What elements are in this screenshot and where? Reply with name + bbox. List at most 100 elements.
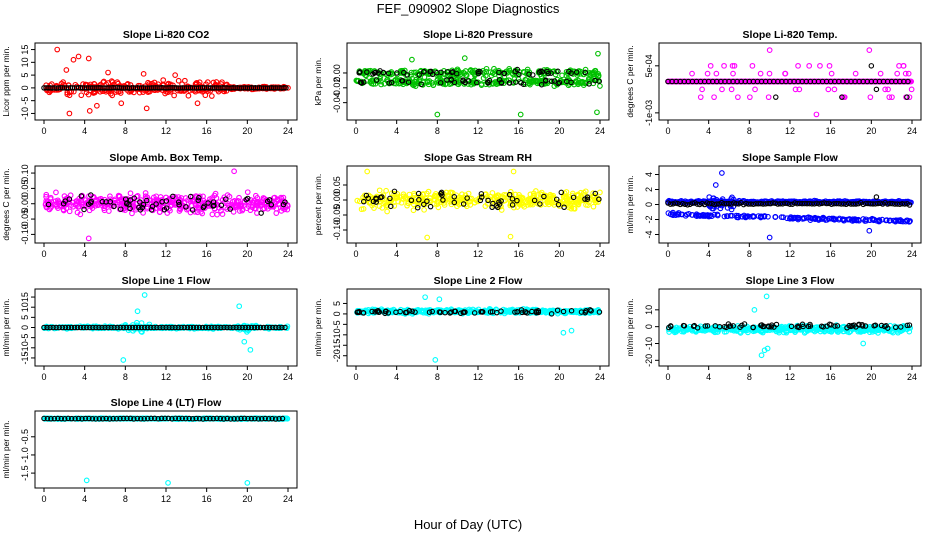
data-point-black: [175, 324, 181, 331]
data-point-black: [444, 69, 451, 75]
data-point: [908, 78, 915, 85]
data-point: [590, 69, 597, 76]
data-point: [576, 79, 582, 86]
data-point-black: [465, 78, 472, 84]
data-point: [574, 72, 581, 79]
data-point-black: [196, 324, 203, 331]
data-point-black: [873, 194, 880, 200]
data-point: [903, 217, 910, 224]
data-point: [493, 194, 500, 201]
data-point-black: [424, 198, 430, 205]
data-point: [150, 194, 157, 201]
data-point-black: [236, 324, 242, 331]
x-tick-label: 16: [514, 372, 524, 382]
data-point-black: [818, 323, 825, 329]
data-point-black: [460, 77, 466, 83]
x-tick-label: 20: [554, 372, 564, 382]
data-point: [420, 309, 427, 316]
data-point-black: [144, 324, 151, 331]
data-point: [199, 210, 206, 217]
data-point-black: [672, 200, 679, 206]
data-point-black: [404, 72, 411, 78]
data-point: [142, 190, 149, 196]
data-point: [229, 198, 236, 205]
y-tick-label: 15: [20, 292, 30, 302]
y-axis-label: ml/min per min.: [313, 298, 323, 356]
x-tick-label: 12: [785, 372, 795, 382]
x-tick-label: 0: [41, 494, 46, 504]
data-point-black: [771, 324, 777, 330]
x-tick-label: 8: [123, 126, 128, 136]
data-point-black: [596, 309, 603, 315]
data-point: [210, 79, 217, 86]
data-point: [580, 197, 587, 204]
data-point: [94, 102, 100, 109]
data-points: [41, 415, 291, 486]
x-tick-label: 24: [595, 126, 605, 136]
data-point-black: [428, 68, 434, 75]
data-point: [363, 78, 370, 84]
data-point: [160, 203, 167, 210]
data-point-black: [553, 196, 560, 203]
data-point-black: [906, 202, 913, 208]
y-tick-label: 0: [644, 324, 654, 329]
data-point: [550, 192, 556, 199]
data-point: [523, 306, 530, 313]
data-point-black: [479, 309, 486, 315]
data-point-black: [816, 201, 823, 207]
y-axis-label: percent per min.: [313, 174, 323, 235]
data-points: [665, 170, 914, 241]
data-point: [714, 211, 721, 218]
y-tick-label: 0.10: [20, 164, 30, 182]
data-point: [597, 83, 603, 89]
data-point: [236, 194, 242, 201]
data-point-black: [377, 68, 383, 74]
data-point: [594, 109, 600, 116]
data-point: [222, 198, 228, 205]
data-point-black: [181, 324, 188, 331]
data-point-black: [144, 197, 150, 204]
data-point: [795, 62, 801, 69]
y-tick-label: 0.00: [332, 191, 342, 209]
data-point: [563, 194, 570, 201]
data-point-black: [157, 324, 163, 331]
data-point: [766, 47, 773, 53]
data-point: [484, 200, 491, 207]
data-point-black: [187, 324, 194, 331]
y-tick-label: 4: [644, 172, 654, 177]
data-point: [886, 94, 893, 101]
data-point: [896, 62, 902, 69]
chart-title: Slope Amb. Box Temp.: [109, 152, 222, 164]
data-point: [713, 70, 720, 77]
data-point-black: [88, 192, 94, 198]
data-point: [812, 215, 818, 222]
data-point: [391, 190, 397, 197]
data-point: [213, 79, 220, 85]
x-tick-label: 8: [747, 126, 752, 136]
data-point: [66, 208, 73, 215]
data-point-black: [414, 204, 421, 211]
data-point-black: [518, 80, 524, 86]
y-tick-label: -4: [644, 230, 654, 238]
y-tick-label: -20: [644, 354, 654, 367]
data-point: [804, 326, 811, 333]
data-point-black: [427, 203, 434, 210]
data-point: [393, 195, 400, 201]
data-point: [841, 217, 847, 224]
y-axis-label: ml/min per min.: [1, 420, 11, 478]
data-point-black: [487, 309, 494, 315]
x-tick-label: 4: [706, 372, 711, 382]
data-point-black: [393, 309, 399, 316]
data-point: [141, 292, 148, 298]
data-point: [424, 234, 431, 241]
data-point: [365, 192, 372, 199]
data-point: [419, 196, 426, 203]
data-point-black: [512, 68, 518, 75]
data-point-black: [518, 307, 525, 313]
x-tick-label: 24: [595, 249, 605, 259]
data-point-black: [71, 324, 78, 331]
y-tick-label: 5e-04: [644, 54, 654, 77]
y-tick-label: 0: [20, 325, 30, 330]
data-point: [410, 207, 417, 214]
y-tick-label: 2: [644, 187, 654, 192]
